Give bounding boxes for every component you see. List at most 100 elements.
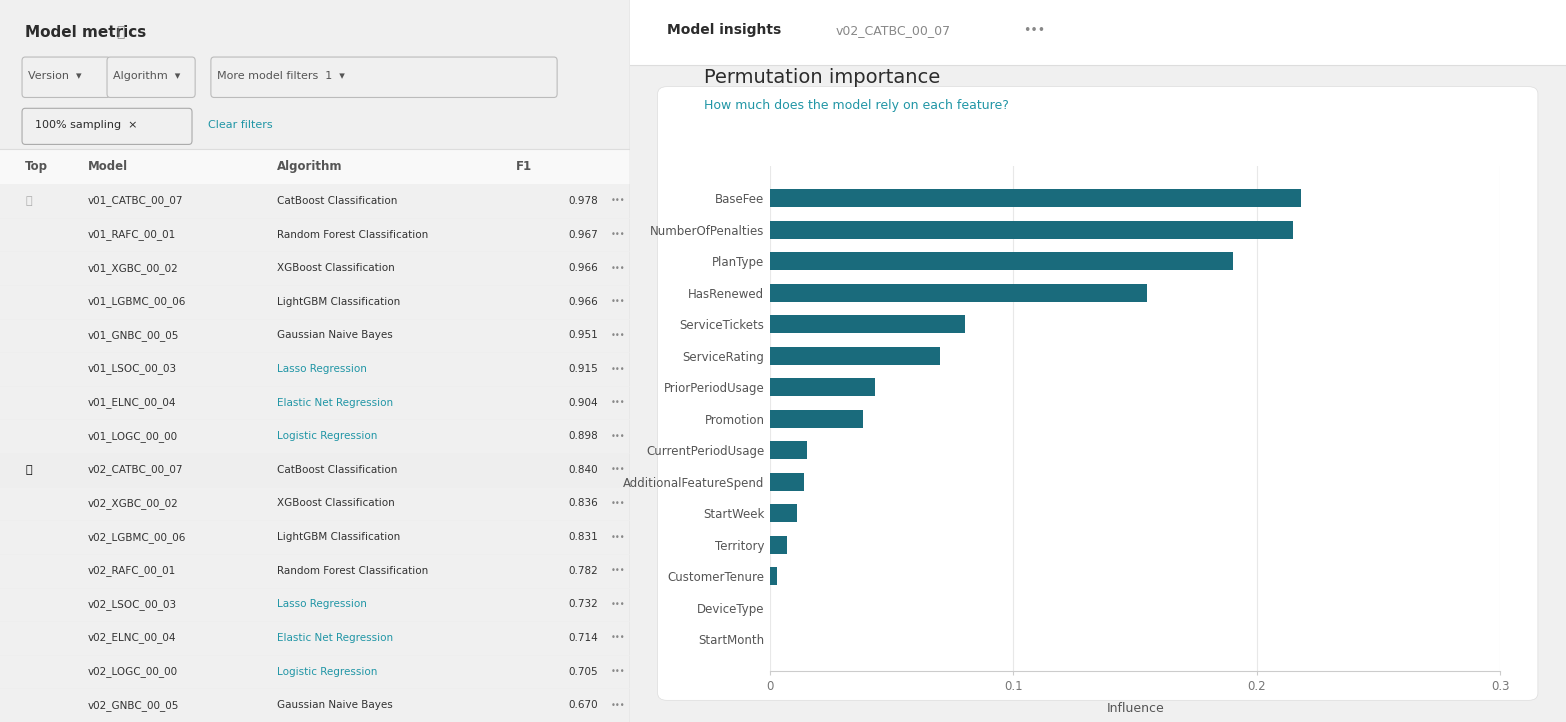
Bar xyxy=(630,0,1566,65)
Bar xyxy=(0,453,630,487)
FancyBboxPatch shape xyxy=(211,57,557,97)
Text: XGBoost Classification: XGBoost Classification xyxy=(277,498,395,508)
Text: F1: F1 xyxy=(517,160,532,173)
Text: Permutation importance: Permutation importance xyxy=(705,68,941,87)
Bar xyxy=(770,284,1148,302)
Bar xyxy=(770,409,863,428)
Text: Model insights: Model insights xyxy=(667,23,781,38)
Text: Algorithm: Algorithm xyxy=(277,160,343,173)
Bar xyxy=(770,536,788,554)
Text: 0.831: 0.831 xyxy=(568,532,598,542)
Text: v01_CATBC_00_07: v01_CATBC_00_07 xyxy=(88,196,183,206)
Text: Lasso Regression: Lasso Regression xyxy=(277,364,366,374)
Text: Logistic Regression: Logistic Regression xyxy=(277,666,377,677)
Text: •••: ••• xyxy=(611,633,625,643)
Text: 0.670: 0.670 xyxy=(568,700,598,710)
Text: v02_ELNC_00_04: v02_ELNC_00_04 xyxy=(88,632,177,643)
FancyBboxPatch shape xyxy=(22,57,110,97)
Text: How much does the model rely on each feature?: How much does the model rely on each fea… xyxy=(705,99,1010,112)
Text: •••: ••• xyxy=(611,264,625,273)
Bar xyxy=(770,378,875,396)
Text: Random Forest Classification: Random Forest Classification xyxy=(277,230,428,240)
Text: v01_GNBC_00_05: v01_GNBC_00_05 xyxy=(88,330,180,341)
Text: •••: ••• xyxy=(611,499,625,508)
Text: 100% sampling  ×: 100% sampling × xyxy=(34,120,138,130)
Text: •••: ••• xyxy=(611,331,625,340)
Text: LightGBM Classification: LightGBM Classification xyxy=(277,297,401,307)
Text: •••: ••• xyxy=(611,566,625,575)
Text: Clear filters: Clear filters xyxy=(208,120,272,130)
Text: v01_LSOC_00_03: v01_LSOC_00_03 xyxy=(88,364,177,375)
FancyBboxPatch shape xyxy=(658,87,1538,700)
Text: 0.967: 0.967 xyxy=(568,230,598,240)
Text: •••: ••• xyxy=(611,466,625,474)
Text: 0.978: 0.978 xyxy=(568,196,598,206)
Bar xyxy=(770,441,806,459)
FancyBboxPatch shape xyxy=(106,57,196,97)
Text: v02_RAFC_00_01: v02_RAFC_00_01 xyxy=(88,565,177,576)
Text: Elastic Net Regression: Elastic Net Regression xyxy=(277,398,393,408)
Bar xyxy=(770,315,965,334)
Text: v01_LOGC_00_00: v01_LOGC_00_00 xyxy=(88,431,179,442)
Text: Model metrics: Model metrics xyxy=(25,25,147,40)
Text: Version  ▾: Version ▾ xyxy=(28,71,81,81)
Bar xyxy=(770,220,1294,239)
Text: Elastic Net Regression: Elastic Net Regression xyxy=(277,633,393,643)
Text: •••: ••• xyxy=(611,700,625,710)
Text: 0.705: 0.705 xyxy=(568,666,598,677)
Text: •••: ••• xyxy=(611,600,625,609)
Bar xyxy=(770,347,941,365)
Text: •••: ••• xyxy=(611,533,625,542)
Text: 🏆: 🏆 xyxy=(25,196,31,206)
Text: LightGBM Classification: LightGBM Classification xyxy=(277,532,401,542)
Text: v02_CATBC_00_07: v02_CATBC_00_07 xyxy=(836,24,951,37)
Text: v02_LSOC_00_03: v02_LSOC_00_03 xyxy=(88,599,177,610)
Text: 0.732: 0.732 xyxy=(568,599,598,609)
Text: •••: ••• xyxy=(611,365,625,373)
Text: 0.898: 0.898 xyxy=(568,431,598,441)
Text: v02_GNBC_00_05: v02_GNBC_00_05 xyxy=(88,700,180,710)
Text: Gaussian Naive Bayes: Gaussian Naive Bayes xyxy=(277,700,393,710)
Text: More model filters  1  ▾: More model filters 1 ▾ xyxy=(218,71,345,81)
X-axis label: Influence: Influence xyxy=(1106,702,1164,715)
Text: 0.904: 0.904 xyxy=(568,398,598,408)
Text: v02_XGBC_00_02: v02_XGBC_00_02 xyxy=(88,498,179,509)
FancyBboxPatch shape xyxy=(22,108,193,144)
Bar xyxy=(0,149,630,184)
Text: v02_LGBMC_00_06: v02_LGBMC_00_06 xyxy=(88,531,186,542)
Text: •••: ••• xyxy=(611,432,625,440)
Text: Model: Model xyxy=(88,160,128,173)
Text: •••: ••• xyxy=(611,297,625,306)
Text: CatBoost Classification: CatBoost Classification xyxy=(277,465,398,475)
Text: v02_CATBC_00_07: v02_CATBC_00_07 xyxy=(88,464,183,475)
Text: •••: ••• xyxy=(611,230,625,239)
Bar xyxy=(770,473,803,491)
Text: 0.840: 0.840 xyxy=(568,465,598,475)
Text: Top: Top xyxy=(25,160,49,173)
Text: 🏆: 🏆 xyxy=(25,465,31,475)
Text: 0.951: 0.951 xyxy=(568,331,598,340)
Text: v01_ELNC_00_04: v01_ELNC_00_04 xyxy=(88,397,177,408)
Text: •••: ••• xyxy=(1023,24,1045,37)
Text: 0.966: 0.966 xyxy=(568,263,598,273)
Bar xyxy=(770,567,777,586)
Text: v01_XGBC_00_02: v01_XGBC_00_02 xyxy=(88,263,179,274)
Text: CatBoost Classification: CatBoost Classification xyxy=(277,196,398,206)
Text: v01_RAFC_00_01: v01_RAFC_00_01 xyxy=(88,229,177,240)
Text: Lasso Regression: Lasso Regression xyxy=(277,599,366,609)
Text: ⓘ: ⓘ xyxy=(116,25,125,39)
Bar xyxy=(770,189,1301,207)
Bar xyxy=(770,252,1232,270)
Text: v01_LGBMC_00_06: v01_LGBMC_00_06 xyxy=(88,296,186,308)
Text: 0.782: 0.782 xyxy=(568,566,598,575)
Text: •••: ••• xyxy=(611,196,625,206)
Text: XGBoost Classification: XGBoost Classification xyxy=(277,263,395,273)
Text: 0.714: 0.714 xyxy=(568,633,598,643)
Text: 0.966: 0.966 xyxy=(568,297,598,307)
Text: 0.915: 0.915 xyxy=(568,364,598,374)
Text: Algorithm  ▾: Algorithm ▾ xyxy=(113,71,180,81)
Text: Gaussian Naive Bayes: Gaussian Naive Bayes xyxy=(277,331,393,340)
Text: Random Forest Classification: Random Forest Classification xyxy=(277,566,428,575)
Text: Logistic Regression: Logistic Regression xyxy=(277,431,377,441)
Text: •••: ••• xyxy=(611,398,625,407)
